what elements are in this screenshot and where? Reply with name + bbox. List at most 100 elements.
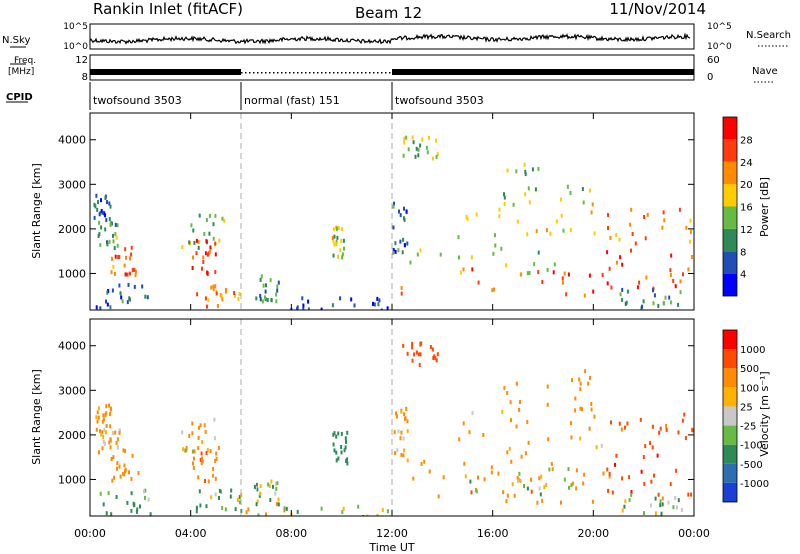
range-cell (95, 427, 98, 432)
velocity-axes: 1000 2000 3000 4000 (58, 319, 695, 516)
range-cell (202, 260, 205, 264)
range-cell (112, 431, 114, 436)
range-cell (212, 222, 215, 227)
range-cell (588, 188, 591, 193)
range-cell (650, 503, 652, 508)
range-cell (515, 169, 518, 174)
range-cell (436, 352, 439, 357)
colorbar-swatch (723, 330, 737, 350)
range-cell (269, 278, 272, 283)
range-cell (418, 363, 421, 367)
range-cell (105, 218, 108, 223)
range-cell (402, 436, 405, 441)
range-cell (462, 421, 465, 426)
freq-dot (381, 72, 383, 74)
range-cell (566, 184, 569, 189)
range-cell (274, 481, 277, 486)
nave-tick-top: 60 (707, 55, 720, 66)
range-cell (420, 341, 423, 346)
range-cell (555, 219, 558, 224)
range-cell (275, 299, 278, 304)
range-cell (277, 280, 280, 285)
range-cell (259, 293, 262, 298)
range-cell (101, 446, 104, 451)
range-cell (212, 284, 215, 289)
range-cell (201, 266, 203, 271)
colorbar-tick-label: 28 (740, 135, 753, 146)
range-cell (535, 229, 538, 234)
range-cell (212, 466, 215, 471)
range-cell (105, 511, 108, 516)
range-cell (332, 238, 335, 243)
range-cell (665, 423, 668, 428)
cpid-segment-label: twofsound 3503 (93, 94, 182, 107)
range-cell (567, 272, 570, 277)
range-cell (118, 430, 121, 435)
range-cell (198, 489, 201, 494)
range-cell (274, 491, 277, 496)
range-cell (518, 471, 521, 476)
range-cell (191, 431, 194, 436)
range-cell (668, 295, 671, 300)
range-cell (458, 437, 461, 442)
colorbar-swatch (723, 161, 737, 185)
range-cell (590, 210, 593, 215)
range-cell (570, 421, 572, 426)
range-cell (117, 445, 119, 450)
range-cell (625, 300, 628, 305)
range-cell (181, 245, 184, 250)
range-cell (526, 420, 529, 424)
range-cell (593, 414, 596, 419)
range-cell (621, 262, 624, 267)
colorbar-swatch (723, 139, 737, 162)
freq-dot (289, 72, 291, 74)
range-cell (417, 153, 420, 158)
range-cell (214, 270, 217, 274)
range-cell (277, 497, 280, 502)
range-cell (398, 209, 400, 214)
range-cell (403, 448, 405, 453)
range-cell (214, 476, 217, 481)
range-cell (593, 231, 596, 236)
range-cell (406, 458, 409, 463)
range-cell (643, 511, 645, 516)
range-cell (459, 270, 462, 275)
range-cell (412, 140, 415, 145)
range-cell (193, 449, 196, 454)
range-cell (262, 283, 265, 288)
range-cell (570, 435, 573, 440)
range-cell (524, 451, 527, 456)
range-cell (404, 416, 406, 421)
range-cell (377, 302, 380, 307)
range-cell (674, 284, 677, 289)
range-cell (505, 263, 508, 268)
range-cell (519, 272, 522, 277)
range-cell (131, 268, 134, 273)
range-cell (259, 297, 262, 302)
range-cell (101, 430, 104, 435)
velocity-panel: 1000 2000 3000 4000 Slant Range [km] 1000 50… (30, 318, 771, 554)
range-cell (233, 291, 236, 295)
range-cell (342, 506, 345, 511)
range-cell (657, 492, 660, 497)
range-cell (133, 502, 136, 507)
range-cell (537, 166, 540, 171)
range-cell (191, 449, 194, 454)
power-plot-frame (89, 112, 695, 311)
range-cell (683, 412, 686, 417)
colorbar-tick-label: 8 (740, 247, 746, 258)
range-cell (98, 212, 101, 217)
range-cell (332, 253, 335, 258)
freq-dot (353, 72, 355, 74)
range-cell (563, 271, 566, 276)
range-cell (149, 512, 152, 516)
range-cell (106, 200, 108, 205)
colorbar-swatch (723, 444, 737, 464)
range-cell (503, 385, 506, 390)
range-cell (630, 490, 633, 495)
time-axis-ticks: 00:00 04:00 08:00 12:00 16:00 20:00 00:00 (74, 527, 710, 540)
range-cell (109, 438, 112, 443)
range-cell (122, 448, 125, 453)
range-cell (276, 481, 279, 486)
range-cell (126, 500, 129, 505)
